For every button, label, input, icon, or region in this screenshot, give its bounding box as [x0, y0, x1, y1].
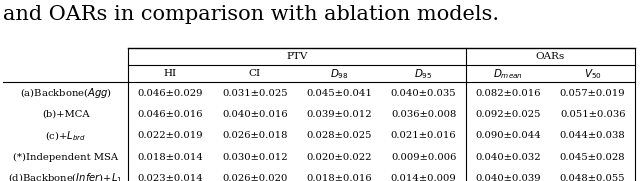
Text: 0.044±0.038: 0.044±0.038	[560, 131, 625, 140]
Text: 0.021±0.016: 0.021±0.016	[391, 131, 456, 140]
Text: 0.040±0.032: 0.040±0.032	[476, 153, 541, 162]
Text: 0.046±0.016: 0.046±0.016	[138, 110, 203, 119]
Text: 0.045±0.028: 0.045±0.028	[560, 153, 625, 162]
Text: 0.082±0.016: 0.082±0.016	[476, 89, 541, 98]
Text: 0.046±0.029: 0.046±0.029	[138, 89, 203, 98]
Text: 0.045±0.041: 0.045±0.041	[307, 89, 372, 98]
Text: (c)+$L_{brd}$: (c)+$L_{brd}$	[45, 129, 86, 143]
Text: HI: HI	[164, 69, 177, 78]
Text: and OARs in comparison with ablation models.: and OARs in comparison with ablation mod…	[3, 5, 499, 24]
Text: $D_{98}$: $D_{98}$	[330, 67, 349, 81]
Text: $D_{95}$: $D_{95}$	[415, 67, 433, 81]
Text: 0.014±0.009: 0.014±0.009	[391, 174, 456, 181]
Text: $V_{50}$: $V_{50}$	[584, 67, 602, 81]
Text: 0.048±0.055: 0.048±0.055	[560, 174, 625, 181]
Text: OARs: OARs	[536, 52, 565, 61]
Text: 0.092±0.025: 0.092±0.025	[476, 110, 541, 119]
Text: 0.023±0.014: 0.023±0.014	[138, 174, 203, 181]
Text: 0.090±0.044: 0.090±0.044	[476, 131, 541, 140]
Text: 0.026±0.018: 0.026±0.018	[222, 131, 287, 140]
Text: 0.009±0.006: 0.009±0.006	[391, 153, 456, 162]
Text: $D_{mean}$: $D_{mean}$	[493, 67, 524, 81]
Text: 0.028±0.025: 0.028±0.025	[307, 131, 372, 140]
Text: 0.020±0.022: 0.020±0.022	[307, 153, 372, 162]
Text: PTV: PTV	[286, 52, 308, 61]
Text: 0.039±0.012: 0.039±0.012	[307, 110, 372, 119]
Text: 0.031±0.025: 0.031±0.025	[222, 89, 287, 98]
Text: 0.022±0.019: 0.022±0.019	[138, 131, 203, 140]
Text: (*)Independent MSA: (*)Independent MSA	[13, 153, 118, 162]
Text: 0.026±0.020: 0.026±0.020	[222, 174, 287, 181]
Text: (a)Backbone($Agg$): (a)Backbone($Agg$)	[20, 86, 111, 100]
Text: 0.036±0.008: 0.036±0.008	[391, 110, 456, 119]
Text: CI: CI	[249, 69, 260, 78]
Text: 0.030±0.012: 0.030±0.012	[222, 153, 287, 162]
Text: 0.018±0.014: 0.018±0.014	[138, 153, 203, 162]
Text: (d)Backbone($Infer$)+$L_1$: (d)Backbone($Infer$)+$L_1$	[8, 172, 123, 181]
Text: 0.057±0.019: 0.057±0.019	[560, 89, 625, 98]
Text: 0.040±0.016: 0.040±0.016	[222, 110, 287, 119]
Text: 0.018±0.016: 0.018±0.016	[307, 174, 372, 181]
Text: 0.040±0.039: 0.040±0.039	[476, 174, 541, 181]
Text: 0.040±0.035: 0.040±0.035	[391, 89, 456, 98]
Text: 0.051±0.036: 0.051±0.036	[560, 110, 625, 119]
Text: (b)+MCA: (b)+MCA	[42, 110, 90, 119]
